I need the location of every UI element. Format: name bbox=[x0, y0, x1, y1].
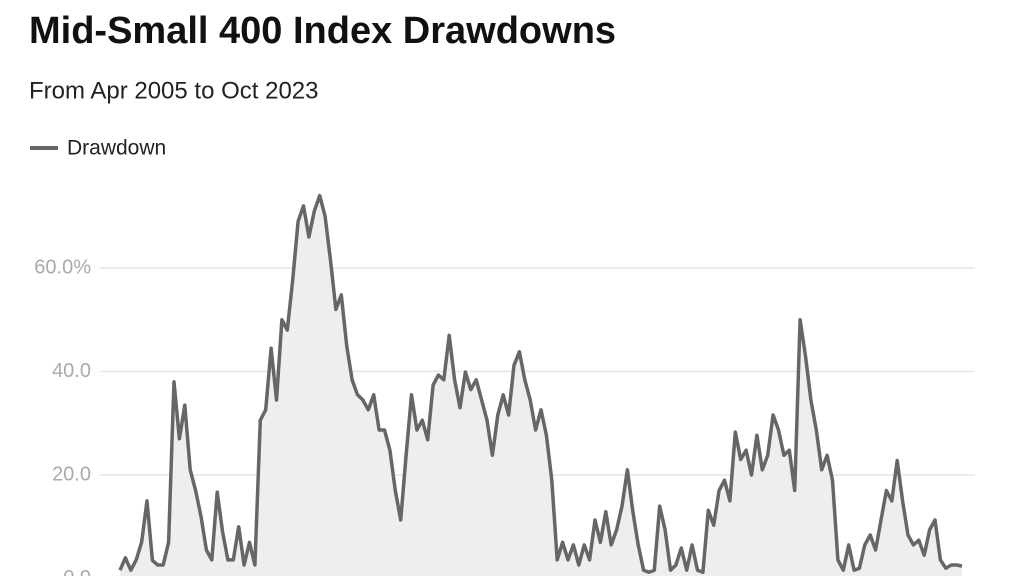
chart-subtitle: From Apr 2005 to Oct 2023 bbox=[29, 77, 319, 104]
chart-title: Mid-Small 400 Index Drawdowns bbox=[29, 10, 616, 52]
legend: Drawdown bbox=[30, 137, 166, 160]
y-tick-label: 20.0 bbox=[52, 463, 91, 485]
legend-label: Drawdown bbox=[67, 137, 166, 160]
y-tick-label: 60.0% bbox=[34, 256, 91, 278]
area-fill bbox=[120, 195, 962, 576]
y-tick-label: 40.0 bbox=[52, 360, 91, 382]
y-tick-label: 0.0 bbox=[63, 567, 91, 576]
area-line bbox=[118, 193, 963, 575]
grid: 0.0 20.0 40.0 60.0% bbox=[34, 256, 975, 576]
plot-area bbox=[118, 193, 963, 576]
